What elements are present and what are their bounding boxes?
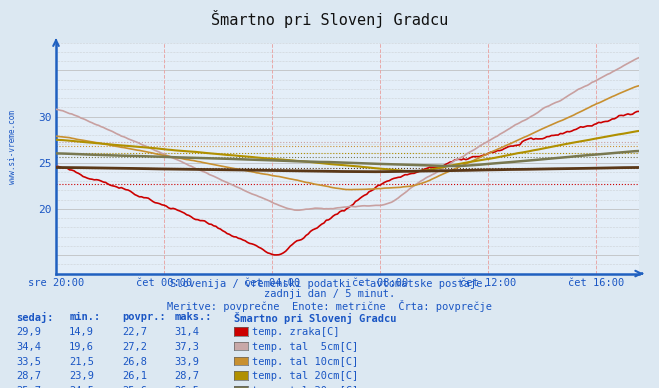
Text: temp. tal 20cm[C]: temp. tal 20cm[C] <box>252 371 358 381</box>
Text: temp. tal 10cm[C]: temp. tal 10cm[C] <box>252 357 358 367</box>
Text: zadnji dan / 5 minut.: zadnji dan / 5 minut. <box>264 289 395 299</box>
Text: maks.:: maks.: <box>175 312 212 322</box>
Text: 14,9: 14,9 <box>69 327 94 337</box>
Text: 25,7: 25,7 <box>16 386 42 388</box>
Text: 21,5: 21,5 <box>69 357 94 367</box>
Text: min.:: min.: <box>69 312 100 322</box>
Text: 28,7: 28,7 <box>175 371 200 381</box>
Text: sedaj:: sedaj: <box>16 312 54 323</box>
Text: 34,4: 34,4 <box>16 342 42 352</box>
Text: www.si-vreme.com: www.si-vreme.com <box>8 111 17 184</box>
Text: Meritve: povprečne  Enote: metrične  Črta: povprečje: Meritve: povprečne Enote: metrične Črta:… <box>167 300 492 312</box>
Text: 26,5: 26,5 <box>175 386 200 388</box>
Text: temp. zraka[C]: temp. zraka[C] <box>252 327 339 337</box>
Text: 22,7: 22,7 <box>122 327 147 337</box>
Text: Slovenija / vremenski podatki - avtomatske postaje.: Slovenija / vremenski podatki - avtomats… <box>170 279 489 289</box>
Text: 23,9: 23,9 <box>69 371 94 381</box>
Text: Šmartno pri Slovenj Gradcu: Šmartno pri Slovenj Gradcu <box>211 10 448 28</box>
Text: 27,2: 27,2 <box>122 342 147 352</box>
Text: 19,6: 19,6 <box>69 342 94 352</box>
Text: 37,3: 37,3 <box>175 342 200 352</box>
Text: 33,9: 33,9 <box>175 357 200 367</box>
Text: 31,4: 31,4 <box>175 327 200 337</box>
Text: Šmartno pri Slovenj Gradcu: Šmartno pri Slovenj Gradcu <box>234 312 397 324</box>
Text: 29,9: 29,9 <box>16 327 42 337</box>
Text: 26,1: 26,1 <box>122 371 147 381</box>
Text: 24,5: 24,5 <box>69 386 94 388</box>
Text: povpr.:: povpr.: <box>122 312 165 322</box>
Text: temp. tal 30cm[C]: temp. tal 30cm[C] <box>252 386 358 388</box>
Text: 28,7: 28,7 <box>16 371 42 381</box>
Text: 25,6: 25,6 <box>122 386 147 388</box>
Text: 33,5: 33,5 <box>16 357 42 367</box>
Text: 26,8: 26,8 <box>122 357 147 367</box>
Text: temp. tal  5cm[C]: temp. tal 5cm[C] <box>252 342 358 352</box>
